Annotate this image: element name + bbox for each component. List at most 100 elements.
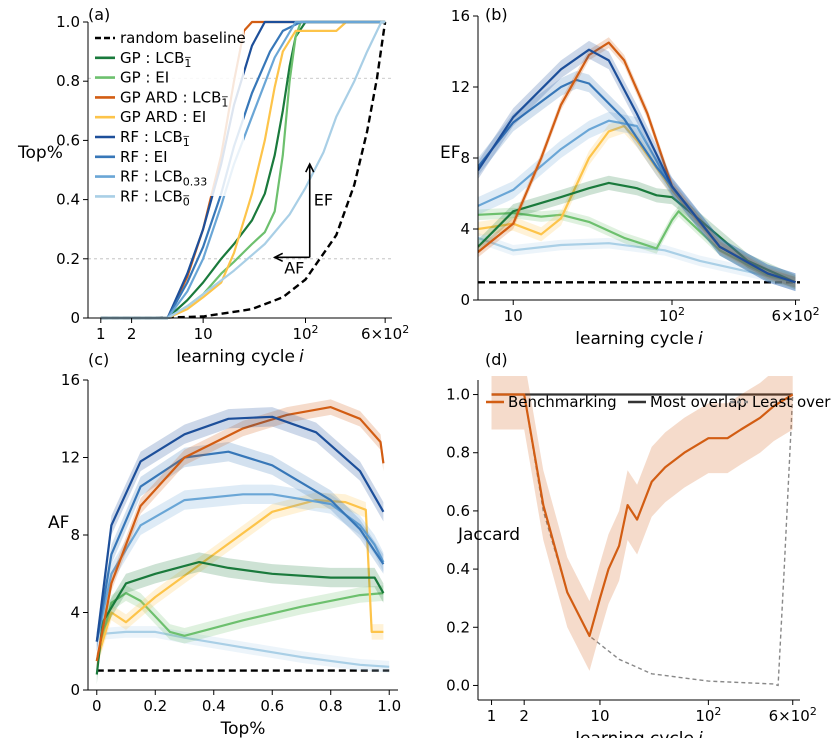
series-line-4: [478, 181, 796, 284]
x-tick-label: 0.6: [260, 697, 284, 715]
x-tick-label-base: 10: [590, 707, 609, 725]
x-axis-label-var: i: [299, 347, 304, 367]
x-tick-label-base: 6×10: [361, 325, 402, 343]
y-axis-label: AF: [48, 513, 69, 533]
y-tick-label: 16: [451, 7, 470, 25]
y-tick-label: 8: [70, 526, 80, 544]
series-line-0: [100, 21, 387, 320]
x-tick-label: 0.2: [143, 697, 167, 715]
series-band-1: [96, 626, 390, 673]
x-tick-label: 10: [504, 307, 523, 325]
y-tick-label: 0.6: [446, 502, 470, 520]
y-axis-label: EF: [440, 143, 461, 163]
x-tick-label-base: 0.4: [202, 697, 226, 715]
x-tick-label-sup: 2: [714, 705, 721, 718]
x-axis-label-var: i: [698, 729, 703, 738]
series-band-2: [478, 205, 796, 288]
legend-d-label: Benchmarking: [508, 393, 617, 411]
x-tick-label-sup: 2: [810, 705, 817, 718]
y-tick-label: 0.2: [56, 250, 80, 268]
series-group: [491, 376, 794, 687]
legend-d-label: Most overlap: [650, 393, 747, 411]
legend-a-label: random baseline: [120, 29, 246, 47]
x-tick-label: 1: [487, 707, 497, 725]
x-tick-label-base: 2: [127, 325, 137, 343]
series-line-1: [478, 236, 796, 284]
y-tick-label: 16: [61, 371, 80, 389]
x-tick-label-sup: 2: [813, 305, 820, 318]
legend-a: random baseline GP : LCB1̅GP : EI GP ARD :…: [92, 28, 246, 208]
x-tick-label: 102: [695, 705, 721, 725]
series-band-2: [491, 376, 793, 671]
x-tick-label-base: 10: [504, 307, 523, 325]
x-tick-label-base: 0.2: [143, 697, 167, 715]
series-line-1: [100, 20, 386, 320]
legend-a-label: GP : EI: [120, 69, 169, 87]
x-tick-label: 6×102: [769, 705, 817, 725]
x-tick-label: 6×102: [771, 305, 819, 325]
series-band-3: [96, 492, 384, 669]
y-tick-label: 0.4: [446, 560, 470, 578]
x-tick-label-base: 10: [659, 307, 678, 325]
ef-arrowhead: [305, 162, 315, 173]
series-group: [100, 20, 387, 320]
y-tick-label: 0: [70, 309, 80, 327]
x-tick-label-base: 6×10: [769, 707, 810, 725]
y-tick-label: 12: [61, 449, 80, 467]
x-axis-label-var: i: [698, 329, 703, 349]
series-line-2: [95, 592, 384, 662]
series-line-4: [95, 561, 385, 675]
x-tick-label: 0: [92, 697, 102, 715]
series-group: [478, 37, 800, 292]
x-tick-label: 1: [96, 325, 106, 343]
series-group: [95, 399, 390, 685]
x-tick-label-base: 10: [292, 325, 311, 343]
series-band-6: [478, 71, 796, 292]
legend-a-label: GP : LCB1̅: [120, 49, 192, 70]
x-tick-label: 0.8: [319, 697, 343, 715]
y-tick-label: 1.0: [446, 386, 470, 404]
y-tick-label: 0: [460, 291, 470, 309]
legend-a-sub: 1̅: [184, 57, 191, 70]
x-axis-label: Top%: [220, 719, 266, 738]
legend-a-label: GP ARD : EI: [120, 108, 206, 126]
series-line-8: [100, 20, 386, 320]
y-tick-label: 0: [70, 681, 80, 699]
y-tick-label: 8: [460, 149, 470, 167]
x-tick-label: 0.4: [202, 697, 226, 715]
series-line-5: [95, 493, 385, 642]
legend-a-sub: 0̅: [183, 195, 190, 208]
legend-a-label: RF : EI: [120, 148, 168, 166]
af-arrowhead: [272, 252, 284, 263]
legend-d-label: Least overlap: [752, 393, 831, 411]
y-tick-label: 4: [460, 220, 470, 238]
y-tick-label: 0.2: [446, 618, 470, 636]
legend-d: Benchmarking Most overlap Least overlap: [486, 393, 831, 411]
legend-a-sub: 1̅: [221, 96, 228, 109]
y-tick-label: 0.4: [56, 191, 80, 209]
series-line-4: [100, 20, 386, 320]
x-tick-label: 102: [659, 305, 685, 325]
legend-a-sub: 0.33: [183, 176, 208, 189]
y-tick-label: 0.0: [446, 676, 470, 694]
ef-annotation: EF: [314, 191, 333, 210]
series-line-2: [478, 210, 796, 284]
panel-tag: (d): [485, 350, 508, 369]
series-band-8: [478, 40, 796, 292]
x-tick-label-base: 1: [487, 707, 497, 725]
y-tick-label: 0.6: [56, 131, 80, 149]
series-band-4: [478, 175, 796, 290]
x-tick-label-base: 10: [194, 325, 213, 343]
x-tick-label: 1.0: [377, 697, 401, 715]
x-tick-label-base: 1.0: [377, 697, 401, 715]
series-line-6: [95, 450, 385, 642]
x-tick-label: 102: [292, 323, 318, 343]
legend-a-box: [92, 28, 244, 196]
series-line-1: [491, 393, 794, 687]
x-tick-label-base: 6×10: [771, 307, 812, 325]
x-tick-label-sup: 2: [678, 305, 685, 318]
af-annotation: AF: [284, 258, 304, 277]
y-tick-label: 12: [451, 78, 470, 96]
